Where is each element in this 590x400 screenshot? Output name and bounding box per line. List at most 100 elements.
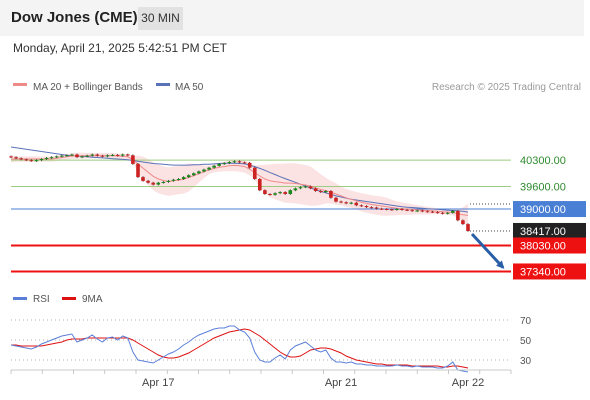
candle-body [207, 167, 211, 170]
candle-body [334, 197, 338, 202]
candle-body [9, 156, 13, 158]
candle-body [253, 167, 257, 179]
rsi-grid: 70 50 30 [11, 316, 532, 367]
candle-body [268, 194, 272, 195]
candle-body [364, 206, 369, 208]
candle-body [410, 210, 414, 212]
candle-body [395, 209, 399, 210]
candle-body [217, 163, 221, 166]
candle-body [247, 162, 252, 168]
candle-body [14, 157, 18, 159]
candles [9, 153, 470, 232]
rsi-tick-label: 70 [520, 316, 532, 327]
x-tick-label: Apr 17 [142, 377, 174, 389]
candle-body [95, 154, 100, 156]
level-label-0: 40300.00 [520, 155, 566, 167]
rsi-legend-swatch [13, 297, 27, 300]
rsi-ma-legend-label: 9MA [82, 294, 103, 305]
candle-body [344, 202, 348, 204]
ma20-legend-swatch [13, 83, 27, 86]
candle-body [339, 201, 343, 203]
candle-body [303, 186, 308, 188]
candle-body [369, 207, 374, 209]
candle-body [298, 187, 303, 189]
candle-body [451, 210, 455, 213]
candle-body [313, 188, 318, 191]
candle-body [435, 212, 440, 214]
candle-body [49, 157, 54, 159]
candle-body [202, 169, 206, 172]
candle-body [288, 190, 293, 194]
candle-body [212, 165, 216, 168]
candle-body [19, 158, 23, 160]
candle-body [156, 182, 161, 185]
candle-body [65, 155, 69, 157]
candle-body [29, 160, 34, 162]
level-label-5: 37340.00 [520, 266, 566, 278]
candle-body [415, 210, 419, 212]
candle-body [100, 155, 105, 157]
rsi-legend-label: RSI [33, 294, 50, 305]
candle-body [39, 159, 44, 161]
candle-body [440, 212, 445, 214]
candle-body [222, 163, 227, 165]
candle-body [141, 177, 145, 181]
candle-body [374, 207, 379, 209]
level-box-2 [513, 201, 586, 218]
candle-body [430, 211, 435, 213]
main-legend: MA 20 + Bollinger Bands MA 50 [13, 82, 204, 93]
candle-body [75, 154, 79, 158]
candle-body [146, 180, 150, 183]
candle-body [85, 155, 89, 157]
candle-body [273, 193, 277, 195]
price-levels: 40300.00 39600.00 39000.00 38417.00 38030.00… [11, 155, 586, 280]
candle-body [466, 224, 470, 231]
candle-body [80, 156, 84, 158]
candle-body [405, 209, 409, 211]
candle-body [283, 192, 287, 194]
candle-body [359, 205, 364, 207]
x-tick-label: Apr 22 [452, 377, 484, 389]
level-label-2: 39000.00 [520, 204, 566, 216]
candle-body [324, 191, 328, 193]
candle-body [192, 173, 196, 176]
instrument-title: Dow Jones (CME) [11, 9, 138, 26]
candle-body [161, 182, 166, 183]
ma50-legend-swatch [156, 83, 170, 86]
level-box-5 [513, 263, 586, 280]
timestamp: Monday, April 21, 2025 5:42:51 PM CET [13, 41, 227, 55]
interval-button[interactable]: 30 MIN [138, 7, 183, 30]
candle-body [425, 211, 430, 213]
candle-body [319, 191, 323, 193]
level-label-4: 38030.00 [520, 241, 566, 253]
candle-body [237, 161, 242, 163]
candle-body [258, 179, 262, 191]
candle-body [136, 163, 140, 178]
candle-body [34, 160, 39, 162]
candle-body [176, 179, 181, 180]
candle-body [90, 154, 95, 156]
header-bar: Dow Jones (CME) 30 MIN [0, 0, 584, 36]
candle-body [186, 175, 191, 178]
candle-body [308, 186, 313, 189]
candle-body [60, 155, 64, 157]
candle-body [400, 209, 404, 210]
ma20-legend-label: MA 20 + Bollinger Bands [33, 82, 143, 93]
candle-body [197, 171, 201, 174]
candle-body [70, 154, 74, 156]
candle-body [232, 161, 237, 163]
candle-body [263, 190, 267, 194]
ma50-legend-label: MA 50 [175, 82, 204, 93]
candle-body [329, 191, 333, 198]
candle-body [131, 155, 135, 164]
candle-body [420, 210, 425, 212]
candle-body [105, 155, 110, 157]
candle-body [390, 209, 394, 211]
x-axis-ticks: Apr 17 Apr 21 Apr 22 [10, 370, 512, 389]
candle-body [456, 210, 460, 221]
candle-body [181, 177, 186, 179]
candle-body [354, 202, 359, 206]
candle-body [44, 157, 49, 159]
